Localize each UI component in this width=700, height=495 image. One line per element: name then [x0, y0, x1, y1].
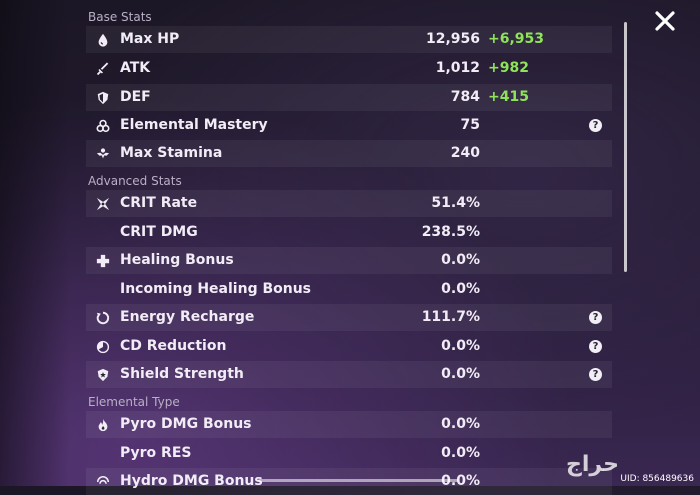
stat-value: 111.7% — [421, 309, 480, 325]
stat-row-energy-recharge[interactable]: Energy Recharge 111.7% ? — [86, 304, 612, 331]
stat-label: Max Stamina — [120, 145, 223, 161]
stat-row-healing-bonus[interactable]: Healing Bonus 0.0% — [86, 247, 612, 274]
stat-label: Max HP — [120, 31, 180, 47]
stat-label: CRIT Rate — [120, 195, 198, 211]
background-shade — [0, 0, 70, 486]
stat-label: Energy Recharge — [120, 309, 255, 325]
close-icon — [655, 11, 675, 31]
cd-reduction-icon — [95, 339, 110, 354]
stat-label: DEF — [120, 89, 151, 105]
stat-label: Pyro DMG Bonus — [120, 416, 252, 432]
stat-row-incoming-healing-bonus[interactable]: Incoming Healing Bonus 0.0% — [86, 276, 612, 303]
crit-icon — [95, 196, 110, 211]
stat-value: 0.0% — [441, 473, 480, 489]
stat-label: Healing Bonus — [120, 252, 234, 268]
stat-row-pyro-res[interactable]: Pyro RES 0.0% — [86, 440, 612, 467]
help-icon[interactable]: ? — [589, 340, 602, 353]
stat-row-pyro-dmg-bonus[interactable]: Pyro DMG Bonus 0.0% — [86, 411, 612, 438]
help-icon[interactable]: ? — [589, 311, 602, 324]
stat-bonus: +415 — [488, 89, 529, 105]
stat-label: ATK — [120, 60, 151, 76]
stat-row-crit-dmg[interactable]: CRIT DMG 238.5% — [86, 219, 612, 246]
section-title-advanced-stats: Advanced Stats — [88, 174, 182, 188]
shield-icon — [95, 90, 110, 105]
stats-panel: Base Stats Max HP 12,956 +6,953 ATK 1,01… — [86, 0, 616, 495]
stamina-icon — [95, 146, 110, 161]
close-button[interactable] — [654, 10, 676, 32]
stat-row-max-stamina[interactable]: Max Stamina 240 — [86, 140, 612, 167]
uid-label: UID: 856489636 — [620, 474, 694, 484]
stat-row-atk[interactable]: ATK 1,012 +982 — [86, 55, 612, 82]
stat-row-crit-rate[interactable]: CRIT Rate 51.4% — [86, 190, 612, 217]
plus-cross-icon — [95, 253, 110, 268]
stat-row-cd-reduction[interactable]: CD Reduction 0.0% ? — [86, 333, 612, 360]
stat-value: 75 — [460, 117, 480, 133]
stat-label: Shield Strength — [120, 366, 244, 382]
stat-value: 0.0% — [441, 252, 480, 268]
atom-icon — [95, 118, 110, 133]
stat-value: 1,012 — [435, 60, 480, 76]
help-icon[interactable]: ? — [589, 368, 602, 381]
stat-value: 0.0% — [441, 445, 480, 461]
sword-icon — [95, 61, 110, 76]
help-icon[interactable]: ? — [589, 119, 602, 132]
section-title-base-stats: Base Stats — [88, 10, 152, 24]
stat-label: CRIT DMG — [120, 224, 198, 240]
hydro-icon — [95, 474, 110, 489]
energy-recharge-icon — [95, 310, 110, 325]
stat-label: Pyro RES — [120, 445, 192, 461]
pyro-icon — [95, 417, 110, 432]
stat-row-shield-strength[interactable]: Shield Strength 0.0% ? — [86, 361, 612, 388]
horizontal-scrollbar[interactable] — [258, 479, 458, 482]
stat-row-elemental-mastery[interactable]: Elemental Mastery 75 ? — [86, 112, 612, 139]
stat-row-def[interactable]: DEF 784 +415 — [86, 84, 612, 111]
stat-value: 51.4% — [431, 195, 480, 211]
section-title-elemental-type: Elemental Type — [88, 395, 180, 409]
stat-label: Elemental Mastery — [120, 117, 268, 133]
drop-icon — [95, 32, 110, 47]
stat-value: 0.0% — [441, 338, 480, 354]
stat-value: 784 — [450, 89, 480, 105]
stat-value: 12,956 — [425, 31, 480, 47]
stat-label: Incoming Healing Bonus — [120, 281, 312, 297]
stat-value: 0.0% — [441, 281, 480, 297]
stat-value: 0.0% — [441, 416, 480, 432]
shield-strength-icon — [95, 367, 110, 382]
vertical-scrollbar[interactable] — [624, 22, 627, 272]
stat-value: 240 — [450, 145, 480, 161]
stat-value: 238.5% — [421, 224, 480, 240]
stat-row-max-hp[interactable]: Max HP 12,956 +6,953 — [86, 26, 612, 53]
stat-label: CD Reduction — [120, 338, 227, 354]
stat-bonus: +982 — [488, 60, 529, 76]
stat-label: Hydro DMG Bonus — [120, 473, 263, 489]
watermark-logo: حراج — [566, 452, 619, 477]
stat-bonus: +6,953 — [488, 31, 545, 47]
stat-value: 0.0% — [441, 366, 480, 382]
